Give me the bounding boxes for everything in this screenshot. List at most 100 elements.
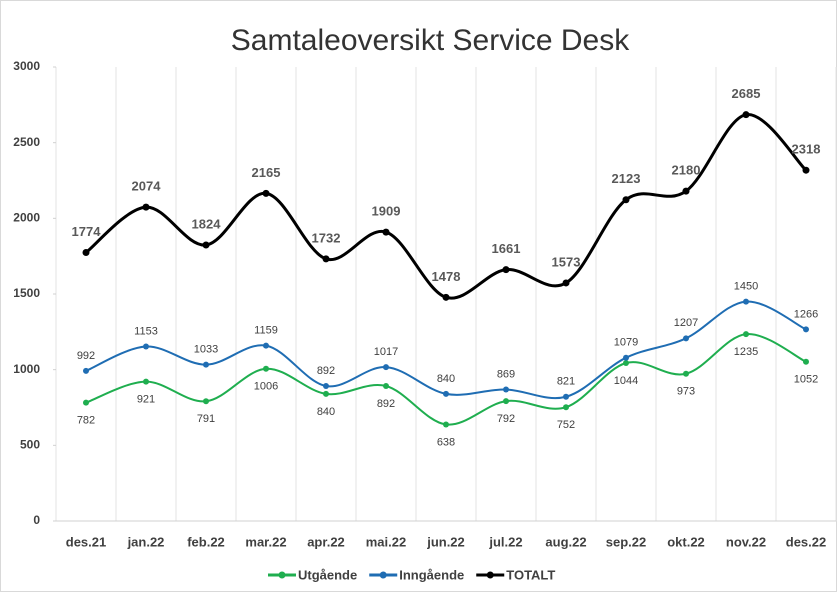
data-label: 782 [77,415,95,427]
y-tick-label: 0 [33,513,40,527]
data-point [743,298,749,305]
data-point [443,421,449,428]
data-point [562,279,570,287]
x-tick-label: des.21 [66,534,106,549]
x-tick-label: nov.22 [726,534,766,549]
y-tick-label: 1000 [13,362,40,376]
data-point [743,331,749,338]
data-point [623,354,629,361]
data-label: 1732 [312,230,341,245]
data-label: 973 [677,386,695,398]
data-point [503,386,509,393]
data-point [323,390,329,397]
data-point [443,390,449,397]
data-label: 2180 [672,163,701,178]
data-point [143,378,149,385]
data-label: 2318 [792,142,821,157]
data-point [202,241,210,249]
data-label: 892 [317,365,335,377]
legend-label: Utgående [298,567,357,582]
data-point [203,361,209,368]
data-label: 1079 [614,337,638,349]
data-label: 1266 [794,308,818,320]
data-point [803,326,809,333]
data-label: 1573 [552,254,581,269]
data-point [742,111,750,119]
data-label: 2165 [252,165,281,180]
x-tick-label: okt.22 [667,534,705,549]
data-point [82,249,90,257]
data-label: 1824 [192,216,222,231]
data-point [802,166,810,174]
x-tick-label: apr.22 [307,534,345,549]
chart-title: Samtaleoversikt Service Desk [231,24,630,57]
data-label: 1044 [614,375,638,387]
data-point [503,398,509,405]
data-label: 840 [437,373,455,385]
y-tick-label: 3000 [13,59,40,73]
data-point [143,343,149,350]
data-label: 1017 [374,346,398,358]
data-label: 1153 [134,325,158,337]
data-label: 1774 [72,224,102,239]
data-label: 1159 [254,325,278,337]
data-point [502,266,510,274]
data-label: 840 [317,406,335,418]
data-point [683,370,689,377]
data-point [683,335,689,342]
x-tick-label: sep.22 [606,534,646,549]
data-label: 869 [497,368,515,380]
x-tick-label: aug.22 [545,534,586,549]
data-point [83,367,89,374]
data-label: 1006 [254,381,278,393]
legend-label: TOTALT [506,567,555,582]
data-label: 1909 [372,204,401,219]
data-label: 1450 [734,280,758,292]
data-point [263,365,269,372]
data-label: 1478 [432,269,461,284]
data-label: 1207 [674,317,698,329]
data-label: 752 [557,419,575,431]
data-label: 2074 [132,179,162,194]
data-label: 921 [137,394,155,406]
data-point [383,364,389,371]
data-point [262,189,270,197]
x-tick-label: mai.22 [366,534,406,549]
legend-label: Inngående [399,567,464,582]
data-label: 2123 [612,171,641,186]
legend-marker [486,571,494,579]
data-point [83,399,89,406]
x-tick-label: mar.22 [245,534,286,549]
data-point [142,203,150,211]
data-point [382,228,390,236]
data-label: 1235 [734,346,758,358]
data-label: 638 [437,436,455,448]
data-point [682,187,690,195]
x-tick-label: feb.22 [187,534,225,549]
data-point [563,404,569,411]
data-point [622,196,630,204]
data-point [203,398,209,405]
legend-marker [278,571,286,579]
data-label: 1052 [794,374,818,386]
data-point [803,358,809,365]
data-point [442,293,450,301]
x-tick-label: jul.22 [488,534,522,549]
y-tick-label: 1500 [13,286,40,300]
y-tick-label: 2500 [13,135,40,149]
data-point [322,255,330,263]
x-tick-label: jan.22 [127,534,165,549]
y-tick-label: 2000 [13,211,40,225]
data-label: 792 [497,413,515,425]
data-point [263,342,269,349]
data-point [323,383,329,390]
data-label: 1033 [194,344,218,356]
data-label: 791 [197,413,215,425]
data-label: 1661 [492,241,521,256]
data-point [383,383,389,390]
x-tick-label: des.22 [786,534,826,549]
data-point [623,360,629,367]
